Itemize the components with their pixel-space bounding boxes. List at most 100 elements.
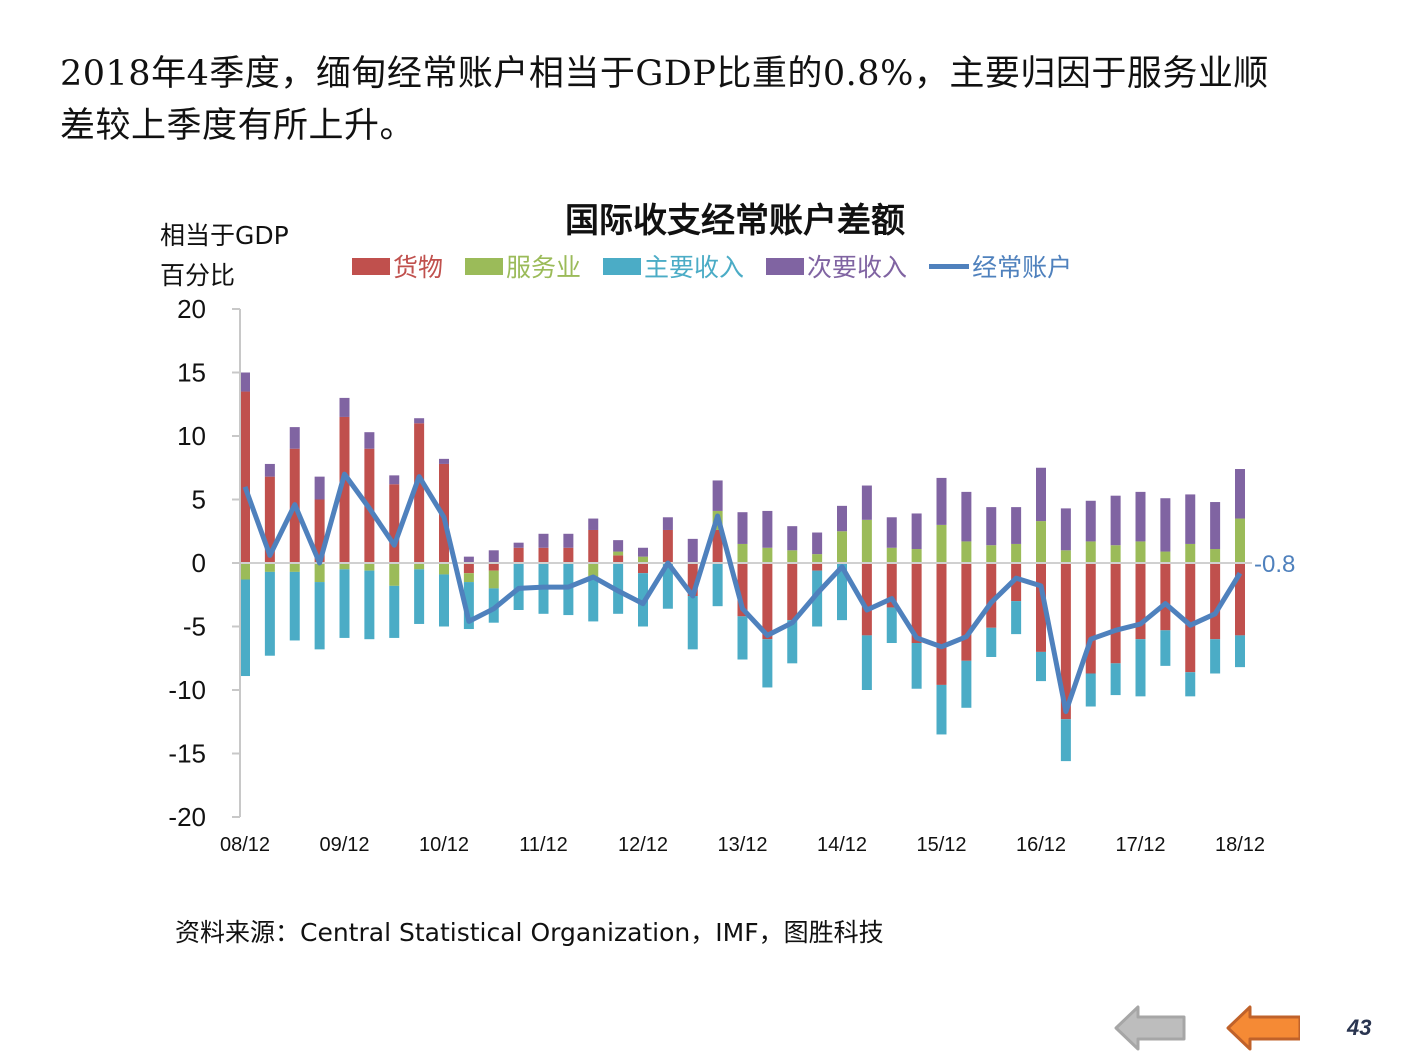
bar-goods — [588, 529, 599, 563]
bar-secondary — [364, 432, 375, 449]
source-note: 资料来源：Central Statistical Organization，IM… — [175, 918, 884, 947]
chart-legend: 货物 服务业 主要收入 次要收入 经常账户 — [352, 248, 1094, 284]
bar-goods — [1135, 563, 1146, 640]
bar-services — [737, 543, 748, 563]
bar-goods — [414, 423, 425, 563]
x-tick-label: 12/12 — [618, 834, 668, 856]
bar-secondary — [289, 427, 300, 449]
headline-line-1: 2018年4季度，缅甸经常账户相当于GDP比重的0.8%，主要归因于服务业顺 — [60, 54, 1269, 94]
bar-services — [1235, 518, 1245, 563]
bar-primary — [389, 585, 400, 638]
bar-secondary — [1235, 469, 1245, 519]
bar-goods — [911, 563, 922, 644]
bar-goods — [389, 484, 400, 563]
x-tick-label: 18/12 — [1215, 834, 1265, 856]
bar-secondary — [787, 526, 798, 551]
legend-label-secondary-income: 次要收入 — [807, 253, 908, 282]
legend-item-secondary-income: 次要收入 — [766, 248, 907, 284]
chart-title: 国际收支经常账户差额 — [565, 201, 905, 241]
bar-primary — [762, 639, 773, 688]
bar-primary — [787, 620, 798, 664]
x-tick-label: 17/12 — [1115, 834, 1165, 856]
bar-secondary — [588, 518, 599, 530]
bar-primary — [463, 582, 474, 630]
bar-primary — [837, 563, 847, 621]
legend-item-current-account: 经常账户 — [929, 248, 1072, 284]
bar-secondary — [638, 547, 648, 557]
bar-primary — [414, 569, 425, 624]
bar-primary — [961, 660, 972, 708]
bar-secondary — [737, 512, 748, 544]
y-axis: 20 15 10 5 0 -5 -10 -15 -20 — [168, 294, 240, 832]
bar-series — [240, 372, 1245, 762]
bar-services — [488, 570, 499, 589]
bar-goods — [463, 563, 474, 574]
bar-secondary — [1011, 507, 1022, 544]
bar-services — [414, 563, 425, 570]
bar-primary — [339, 569, 350, 638]
bar-secondary — [936, 477, 947, 525]
bar-primary — [737, 616, 748, 660]
legend-label-current-account: 经常账户 — [972, 253, 1073, 282]
bar-services — [613, 551, 624, 556]
bar-services — [1011, 543, 1022, 563]
bar-secondary — [687, 538, 698, 563]
x-tick-label: 15/12 — [916, 834, 966, 856]
bar-secondary — [1110, 495, 1121, 546]
bar-primary — [886, 607, 897, 644]
y-axis-unit-label: 相当于GDP 百分比 — [160, 216, 289, 296]
bar-primary — [1060, 719, 1071, 762]
bar-secondary — [1085, 500, 1096, 542]
current-account-line — [242, 471, 1243, 715]
bar-primary — [986, 627, 997, 657]
bar-goods — [1235, 563, 1245, 636]
bar-services — [1135, 541, 1146, 563]
bar-goods — [339, 416, 350, 563]
bar-primary — [1011, 601, 1022, 635]
bar-secondary — [1185, 494, 1196, 544]
y-axis-unit-line-2: 百分比 — [160, 261, 236, 290]
bar-goods — [1110, 563, 1121, 664]
back-arrow-button[interactable] — [1112, 1004, 1188, 1052]
bar-services — [1185, 543, 1196, 563]
bar-services — [861, 519, 872, 563]
bar-services — [364, 563, 375, 571]
bar-secondary — [886, 517, 897, 548]
bar-services — [638, 556, 648, 563]
headline: 2018年4季度，缅甸经常账户相当于GDP比重的0.8%，主要归因于服务业顺 差… — [60, 48, 1380, 152]
y-tick-label: -20 — [168, 802, 206, 832]
y-tick-label: 15 — [177, 358, 206, 388]
bar-secondary — [513, 542, 524, 548]
bar-primary — [861, 635, 872, 690]
bar-secondary — [911, 513, 922, 550]
bar-secondary — [414, 418, 425, 424]
bar-services — [1060, 550, 1071, 563]
bar-services — [1210, 549, 1221, 563]
bar-secondary — [264, 463, 275, 477]
bar-goods — [1210, 563, 1221, 640]
bar-goods — [1185, 563, 1196, 673]
bar-primary — [712, 563, 723, 607]
bar-secondary — [762, 510, 773, 548]
bar-services — [240, 563, 250, 580]
bar-goods — [314, 499, 325, 563]
x-tick-label: 10/12 — [419, 834, 469, 856]
bar-services — [1085, 541, 1096, 563]
bar-primary — [364, 570, 375, 640]
bar-secondary — [339, 397, 350, 417]
previous-arrow-button[interactable] — [1224, 1004, 1300, 1052]
bar-secondary — [1060, 508, 1071, 551]
bar-goods — [563, 547, 574, 563]
bar-goods — [687, 563, 698, 597]
bar-secondary — [662, 517, 673, 530]
bar-goods — [712, 529, 723, 563]
legend-swatch-services — [465, 257, 504, 275]
bar-services — [936, 524, 947, 563]
legend-item-services: 服务业 — [465, 248, 581, 284]
bar-services — [463, 573, 474, 583]
last-value-label: -0.8 — [1254, 551, 1295, 578]
bar-secondary — [1210, 502, 1221, 550]
bar-services — [1160, 551, 1171, 563]
x-tick-label: 14/12 — [817, 834, 867, 856]
